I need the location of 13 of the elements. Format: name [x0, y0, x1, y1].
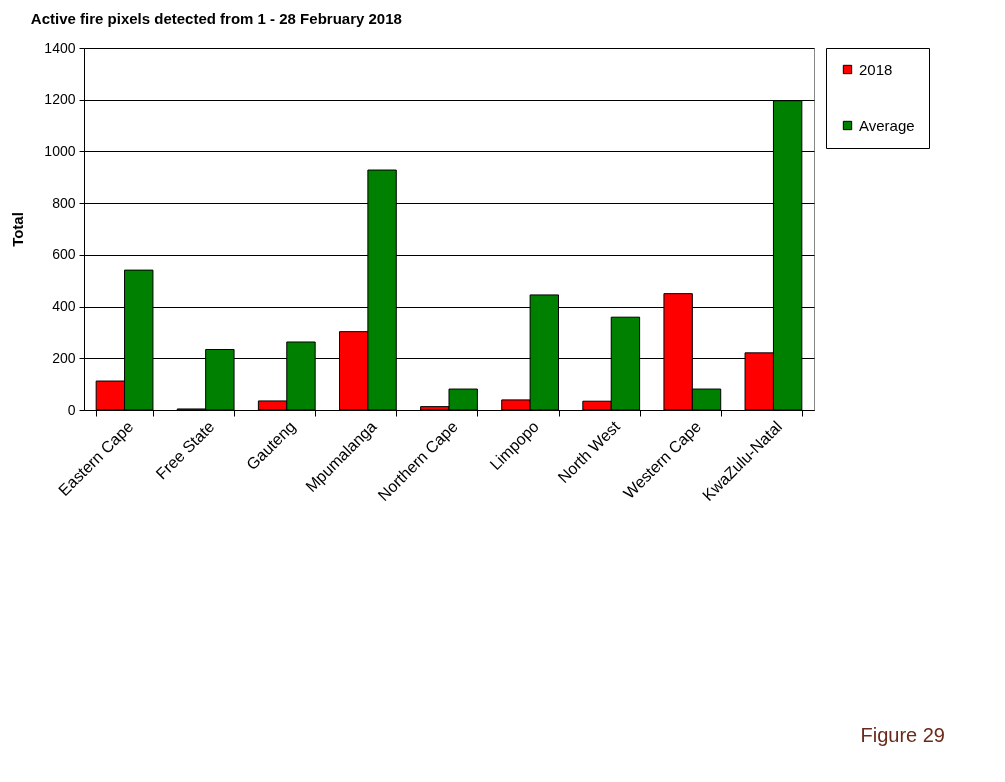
- y-tick-label: 600: [52, 246, 76, 263]
- y-tick-label: 1400: [44, 39, 76, 56]
- legend-label: Average: [859, 116, 915, 134]
- y-axis-title: Total: [9, 212, 27, 247]
- chart-title: Active fire pixels detected from 1 - 28 February 2018: [30, 10, 402, 27]
- y-tick-label: 1000: [44, 142, 76, 159]
- caption: Figure 29: [860, 724, 945, 747]
- y-tick-label: 800: [52, 194, 76, 211]
- y-tick-label: 400: [52, 298, 76, 315]
- y-tick-label: 0: [67, 401, 76, 418]
- y-tick-label: 1200: [44, 91, 76, 108]
- y-tick-label: 200: [52, 349, 76, 366]
- legend-label: 2018: [859, 60, 893, 78]
